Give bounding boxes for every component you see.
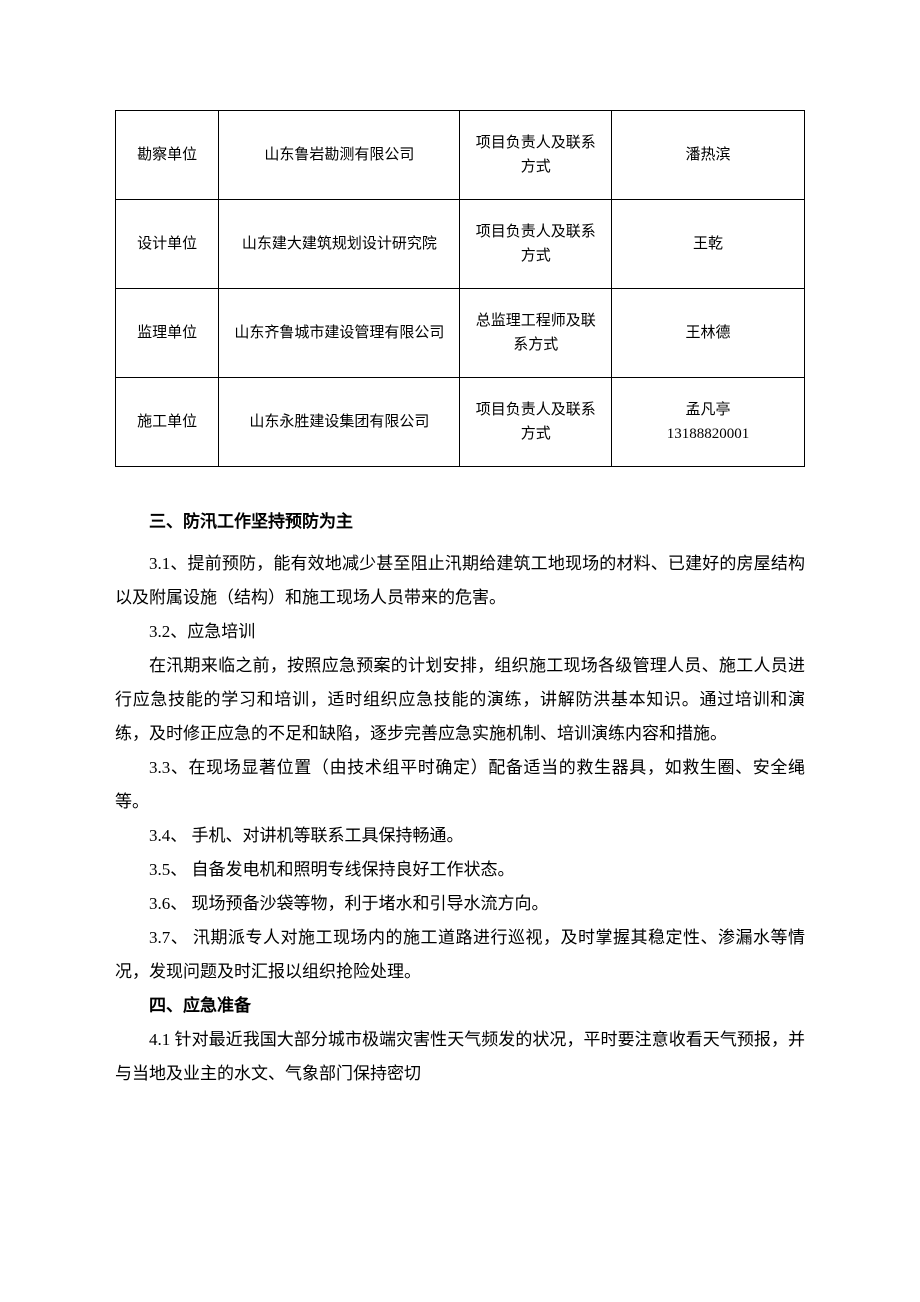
paragraph: 3.6、 现场预备沙袋等物，利于堵水和引导水流方向。 (115, 887, 805, 921)
paragraph: 3.3、在现场显著位置（由技术组平时确定）配备适当的救生器具，如救生圈、安全绳等… (115, 751, 805, 819)
paragraph: 3.1、提前预防，能有效地减少甚至阻止汛期给建筑工地现场的材料、已建好的房屋结构… (115, 547, 805, 615)
paragraph: 4.1 针对最近我国大部分城市极端灾害性天气频发的状况，平时要注意收看天气预报，… (115, 1023, 805, 1091)
cell-unit-type: 监理单位 (116, 289, 219, 378)
cell-contact: 王乾 (612, 200, 805, 289)
cell-unit-type: 勘察单位 (116, 111, 219, 200)
section-3-body: 3.1、提前预防，能有效地减少甚至阻止汛期给建筑工地现场的材料、已建好的房屋结构… (115, 547, 805, 989)
section-3-heading: 三、防汛工作坚持预防为主 (149, 505, 805, 539)
table-row: 勘察单位 山东鲁岩勘测有限公司 项目负责人及联系方式 潘热滨 (116, 111, 805, 200)
cell-company: 山东建大建筑规划设计研究院 (219, 200, 460, 289)
paragraph: 3.4、 手机、对讲机等联系工具保持畅通。 (115, 819, 805, 853)
paragraph: 3.5、 自备发电机和照明专线保持良好工作状态。 (115, 853, 805, 887)
cell-role-label: 项目负责人及联系方式 (460, 378, 612, 467)
cell-contact: 潘热滨 (612, 111, 805, 200)
table-row: 设计单位 山东建大建筑规划设计研究院 项目负责人及联系方式 王乾 (116, 200, 805, 289)
cell-role-label: 项目负责人及联系方式 (460, 200, 612, 289)
cell-unit-type: 施工单位 (116, 378, 219, 467)
paragraph: 3.7、 汛期派专人对施工现场内的施工道路进行巡视，及时掌握其稳定性、渗漏水等情… (115, 921, 805, 989)
cell-role-label: 项目负责人及联系方式 (460, 111, 612, 200)
table-row: 监理单位 山东齐鲁城市建设管理有限公司 总监理工程师及联系方式 王林德 (116, 289, 805, 378)
cell-contact: 孟凡亭13188820001 (612, 378, 805, 467)
cell-unit-type: 设计单位 (116, 200, 219, 289)
contacts-table: 勘察单位 山东鲁岩勘测有限公司 项目负责人及联系方式 潘热滨 设计单位 山东建大… (115, 110, 805, 467)
paragraph: 在汛期来临之前，按照应急预案的计划安排，组织施工现场各级管理人员、施工人员进行应… (115, 649, 805, 751)
cell-role-label: 总监理工程师及联系方式 (460, 289, 612, 378)
paragraph: 3.2、应急培训 (115, 615, 805, 649)
cell-company: 山东齐鲁城市建设管理有限公司 (219, 289, 460, 378)
section-4-body: 4.1 针对最近我国大部分城市极端灾害性天气频发的状况，平时要注意收看天气预报，… (115, 1023, 805, 1091)
table-row: 施工单位 山东永胜建设集团有限公司 项目负责人及联系方式 孟凡亭13188820… (116, 378, 805, 467)
cell-company: 山东永胜建设集团有限公司 (219, 378, 460, 467)
section-4-heading: 四、应急准备 (115, 989, 805, 1023)
cell-company: 山东鲁岩勘测有限公司 (219, 111, 460, 200)
cell-contact: 王林德 (612, 289, 805, 378)
